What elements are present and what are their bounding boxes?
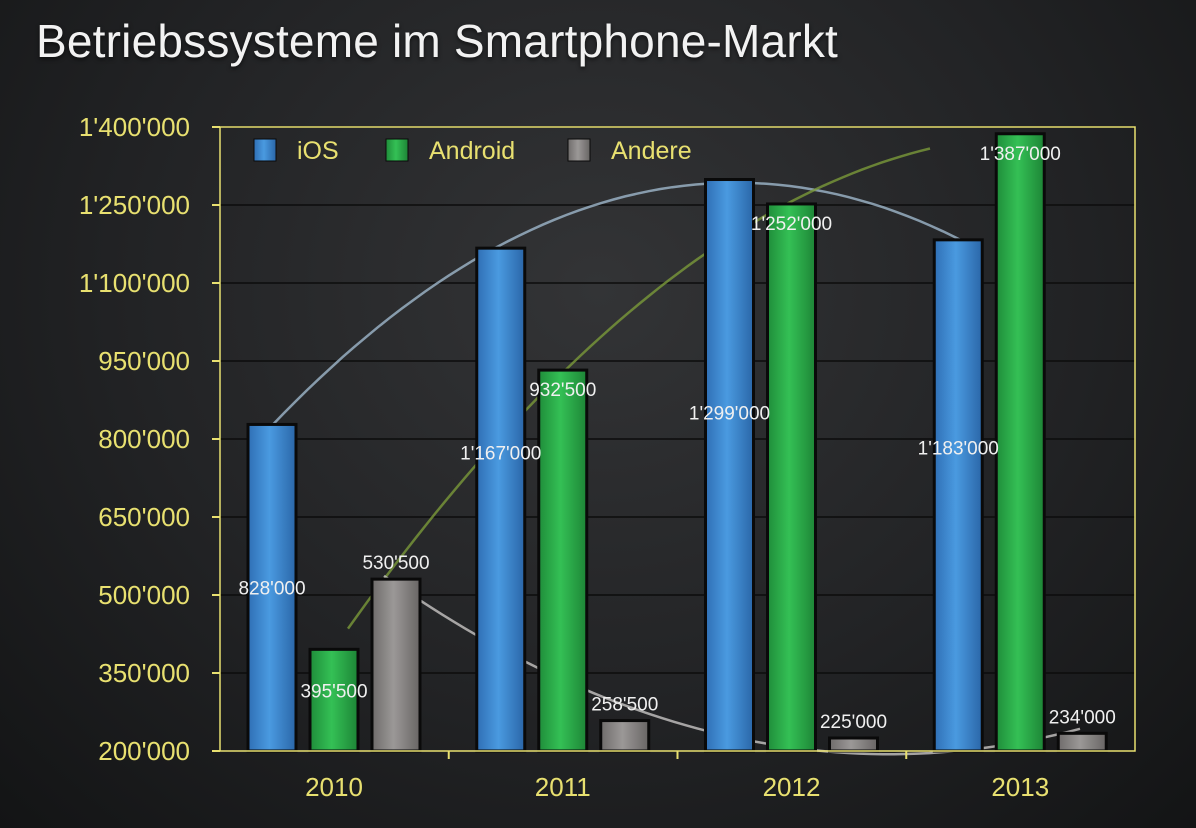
- data-label-andere-2011: 258'500: [591, 695, 658, 716]
- data-label-android-2013: 1'387'000: [980, 144, 1061, 165]
- trend-line-android: [346, 147, 931, 630]
- bar-andere-2010: [370, 577, 422, 753]
- data-label-andere-2010: 530'500: [362, 553, 429, 574]
- legend-swatch-ios: [253, 138, 277, 162]
- y-tick-label: 1'100'000: [79, 268, 190, 298]
- bar-andere-2013: [1056, 731, 1108, 753]
- bar-android-2011: [537, 368, 589, 753]
- data-label-android-2012: 1'252'000: [751, 214, 832, 235]
- data-label-ios-2012: 1'299'000: [689, 404, 770, 425]
- x-tick-label: 2010: [305, 772, 363, 802]
- bar-ios-2013: [932, 238, 984, 753]
- y-tick-label: 1'250'000: [79, 190, 190, 220]
- y-tick-label: 350'000: [98, 658, 190, 688]
- x-tick-label: 2013: [991, 772, 1049, 802]
- trend-line-ios: [271, 181, 979, 427]
- y-tick-label: 500'000: [98, 580, 190, 610]
- data-label-android-2011: 932'500: [529, 380, 596, 401]
- data-label-ios-2011: 1'167'000: [460, 443, 541, 464]
- data-label-ios-2013: 1'183'000: [918, 439, 999, 460]
- y-tick-label: 200'000: [98, 736, 190, 766]
- legend-label-andere: Andere: [611, 137, 692, 165]
- bar-ios-2010: [246, 422, 298, 753]
- data-label-ios-2010: 828'000: [238, 578, 305, 599]
- y-tick-label: 1'400'000: [79, 112, 190, 142]
- legend-label-ios: iOS: [297, 137, 339, 165]
- legend-label-android: Android: [429, 137, 515, 165]
- y-tick-label: 650'000: [98, 502, 190, 532]
- bar-android-2013: [994, 132, 1046, 753]
- chart-title: Betriebssysteme im Smartphone-Markt: [36, 15, 839, 67]
- bar-ios-2012: [704, 178, 755, 753]
- legend-item-ios: iOS: [253, 137, 339, 165]
- y-tick-label: 800'000: [98, 424, 190, 454]
- data-label-andere-2013: 234'000: [1049, 707, 1116, 728]
- data-label-andere-2012: 225'000: [820, 712, 887, 733]
- legend-swatch-android: [385, 138, 409, 162]
- bar-andere-2011: [599, 719, 651, 753]
- legend-swatch-andere: [567, 138, 591, 162]
- x-tick-label: 2011: [535, 772, 591, 802]
- legend-item-andere: Andere: [567, 137, 692, 165]
- data-label-android-2010: 395'500: [300, 681, 367, 702]
- y-tick-label: 950'000: [98, 346, 190, 376]
- bar-android-2010: [308, 647, 360, 753]
- legend-item-android: Android: [385, 137, 515, 165]
- x-tick-label: 2012: [763, 772, 821, 802]
- bar-ios-2011: [475, 246, 527, 753]
- bar-andere-2012: [828, 736, 879, 753]
- bar-android-2012: [766, 202, 817, 753]
